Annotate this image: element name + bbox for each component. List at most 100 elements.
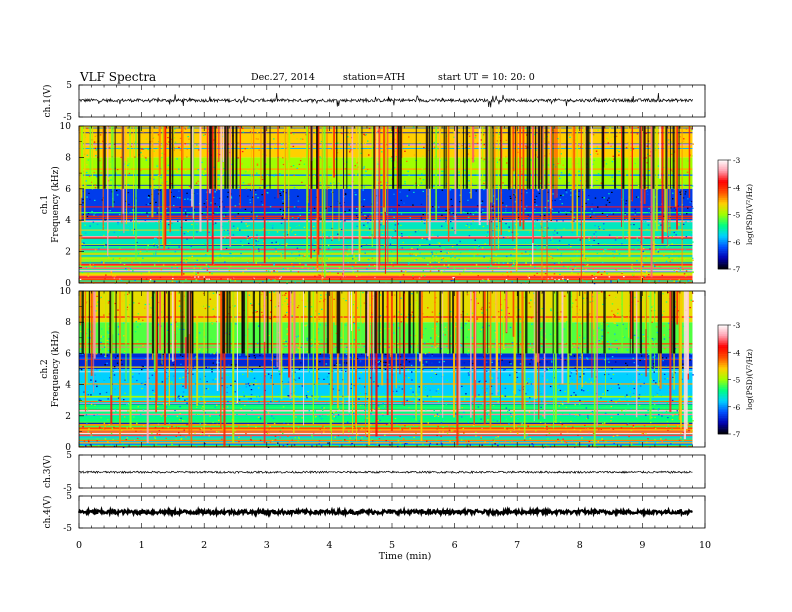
speckle <box>176 170 178 172</box>
speckle <box>560 433 562 435</box>
speckle <box>425 353 428 355</box>
speckle <box>175 426 178 428</box>
speckle <box>443 360 445 363</box>
speckle <box>508 361 511 363</box>
speckle <box>673 280 675 282</box>
speckle <box>688 387 690 389</box>
speckle <box>363 199 366 201</box>
speckle <box>394 417 397 420</box>
speckle <box>691 129 693 131</box>
sferic <box>91 126 94 190</box>
colorbar-segment <box>718 203 728 206</box>
speckle <box>287 268 289 270</box>
speckle <box>646 229 648 231</box>
speckle <box>230 197 233 199</box>
speckle <box>595 364 597 366</box>
speckle <box>565 198 567 200</box>
speckle <box>582 297 585 299</box>
speckle <box>196 193 199 195</box>
speckle <box>298 163 301 165</box>
speckle <box>592 134 595 136</box>
speckle <box>586 230 589 232</box>
speckle <box>113 445 116 447</box>
speckle <box>689 154 691 156</box>
speckle <box>284 294 286 296</box>
speckle <box>409 217 411 219</box>
speckle <box>423 222 426 224</box>
speckle <box>591 439 593 441</box>
speckle <box>96 135 98 137</box>
speckle <box>674 258 676 260</box>
speckle <box>618 253 621 255</box>
speckle <box>653 339 655 341</box>
speckle <box>370 129 372 131</box>
speckle <box>177 293 179 295</box>
speckle <box>294 437 296 439</box>
speckle <box>282 252 284 255</box>
speckle <box>256 234 258 236</box>
speckle <box>177 277 180 279</box>
speckle <box>286 252 288 254</box>
speckle <box>277 242 279 244</box>
sferic <box>661 126 664 244</box>
speckle <box>81 234 83 236</box>
speckle <box>96 223 99 225</box>
speckle <box>127 410 129 412</box>
speckle <box>669 260 671 263</box>
speckle <box>390 251 393 253</box>
speckle <box>421 221 423 223</box>
speckle <box>365 217 368 219</box>
speckle <box>453 136 455 138</box>
speckle <box>172 375 175 377</box>
speckle <box>501 359 503 361</box>
speckle <box>654 196 656 198</box>
speckle <box>319 396 321 398</box>
speckle <box>426 364 428 366</box>
speckle <box>553 232 555 234</box>
speckle <box>399 234 402 236</box>
speckle <box>178 395 180 397</box>
speckle <box>170 293 172 295</box>
speckle <box>502 202 504 204</box>
speckle <box>469 212 472 215</box>
speckle <box>619 306 621 308</box>
speckle <box>286 328 288 330</box>
speckle <box>586 281 588 283</box>
speckle <box>442 248 444 250</box>
speckle <box>293 187 296 189</box>
dark-gap <box>652 126 655 189</box>
speckle <box>426 239 428 241</box>
speckle <box>570 246 572 248</box>
speckle <box>191 255 193 257</box>
speckle <box>186 398 188 400</box>
speckle <box>98 399 100 401</box>
speckle <box>549 333 552 335</box>
band-0-0.3 <box>79 442 693 447</box>
speckle <box>320 214 323 216</box>
speckle <box>159 189 161 191</box>
speckle <box>344 168 347 170</box>
speckle <box>398 327 400 329</box>
speckle <box>344 400 346 402</box>
speckle <box>227 221 230 223</box>
speckle <box>149 280 151 283</box>
speckle <box>565 406 568 408</box>
speckle <box>262 228 265 230</box>
speckle <box>347 136 349 138</box>
speckle <box>398 386 401 388</box>
speckle <box>153 231 155 233</box>
speckle <box>615 339 618 341</box>
speckle <box>179 406 181 408</box>
speckle <box>398 379 400 381</box>
speckle <box>238 426 240 428</box>
speckle <box>440 271 443 273</box>
speckle <box>81 238 84 240</box>
colorbar-segment <box>718 243 728 246</box>
speckle <box>499 397 501 399</box>
speckle <box>280 213 283 215</box>
speckle <box>410 314 412 316</box>
speckle <box>304 325 307 327</box>
speckle <box>548 254 551 257</box>
speckle <box>603 197 605 199</box>
speckle <box>148 222 151 224</box>
